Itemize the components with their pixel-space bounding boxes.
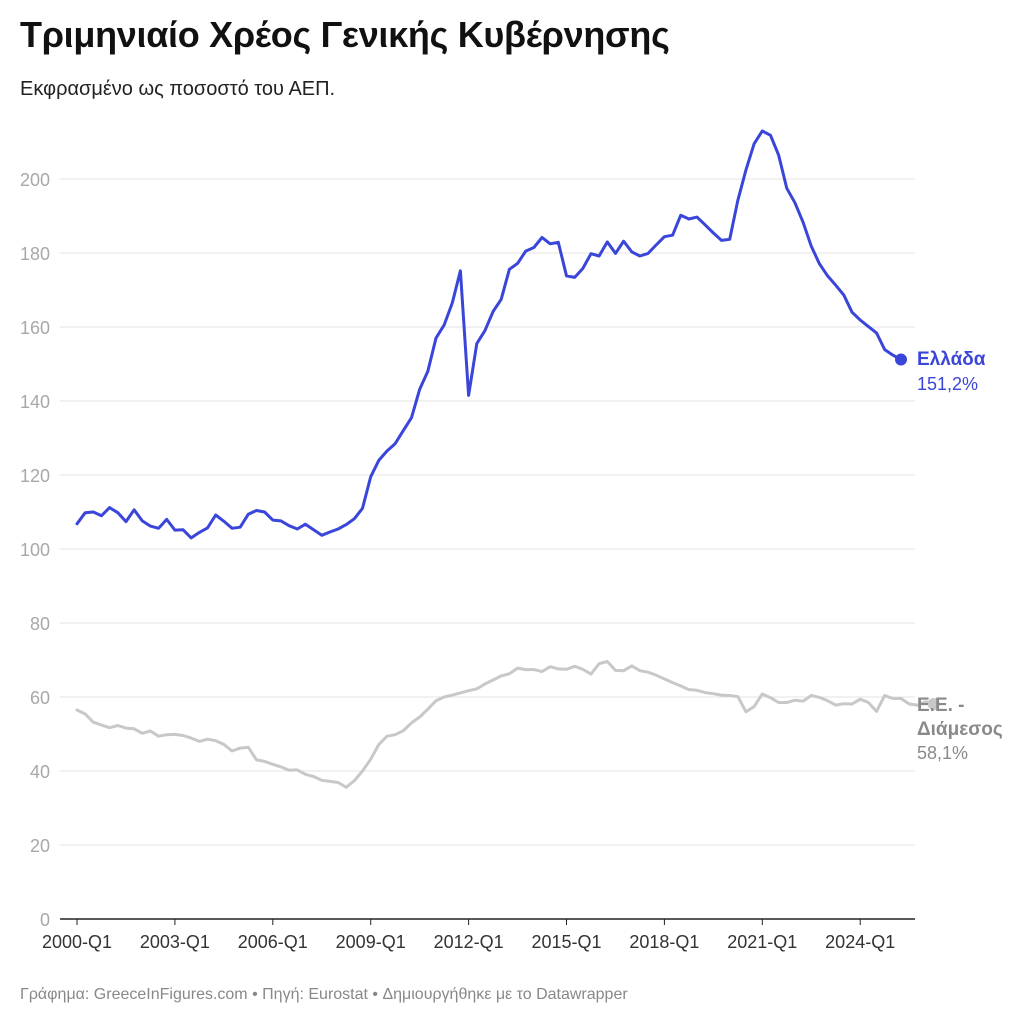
y-tick-label: 40 [30,762,50,782]
y-tick-label: 100 [20,540,50,560]
y-axis-ticks: 0 20 40 60 80 100 120 140 160 180 200 [20,170,50,930]
series-line-greece [75,129,903,540]
x-tick-label: 2018-Q1 [629,932,699,952]
x-tick-label: 2021-Q1 [727,932,797,952]
series-end-dot-eu [927,698,940,711]
y-tick-label: 180 [20,244,50,264]
series-end-dot-greece [895,353,907,366]
series-label-eu-value: 58,1% [917,743,968,763]
series-labels: Ελλάδα 151,2% Ε.Ε. - Διάμεσος 58,1% [917,349,1003,763]
y-tick-label: 140 [20,392,50,412]
x-tick-label: 2006-Q1 [238,932,308,952]
x-tick-label: 2003-Q1 [140,932,210,952]
series-label-greece-name: Ελλάδα [917,349,986,370]
grid-layer [60,178,915,920]
x-axis-ticks: 2000-Q1 2003-Q1 2006-Q1 2009-Q1 2012-Q1 2015-… [42,919,895,952]
x-tick-label: 2024-Q1 [825,932,895,952]
chart-subtitle: Εκφρασμένο ως ποσοστό του ΑΕΠ. [20,78,336,100]
y-tick-label: 80 [30,614,50,634]
y-tick-label: 120 [20,466,50,486]
chart-title: Τριμηνιαίο Χρέος Γενικής Κυβέρνησης [20,14,670,55]
y-tick-label: 20 [30,836,50,856]
series-label-eu-name-line2: Διάμεσος [917,719,1003,740]
y-tick-label: 160 [20,318,50,338]
series-label-eu-name-line1: Ε.Ε. - [917,695,965,716]
footer-credit: Γράφημα: GreeceInFigures.com • Πηγή: Eur… [20,986,628,1003]
line-chart: 0 20 40 60 80 100 120 140 160 180 200 2000-Q1 2003-… [20,129,1003,952]
x-tick-label: 2012-Q1 [434,932,504,952]
series-label-greece-value: 151,2% [917,374,978,394]
x-tick-label: 2000-Q1 [42,932,112,952]
y-tick-label: 60 [30,688,50,708]
x-tick-label: 2009-Q1 [336,932,406,952]
y-tick-label: 0 [40,910,50,930]
y-tick-label: 200 [20,170,50,190]
series-line-eu [75,660,936,789]
series-layer [75,129,940,789]
x-tick-label: 2015-Q1 [531,932,601,952]
